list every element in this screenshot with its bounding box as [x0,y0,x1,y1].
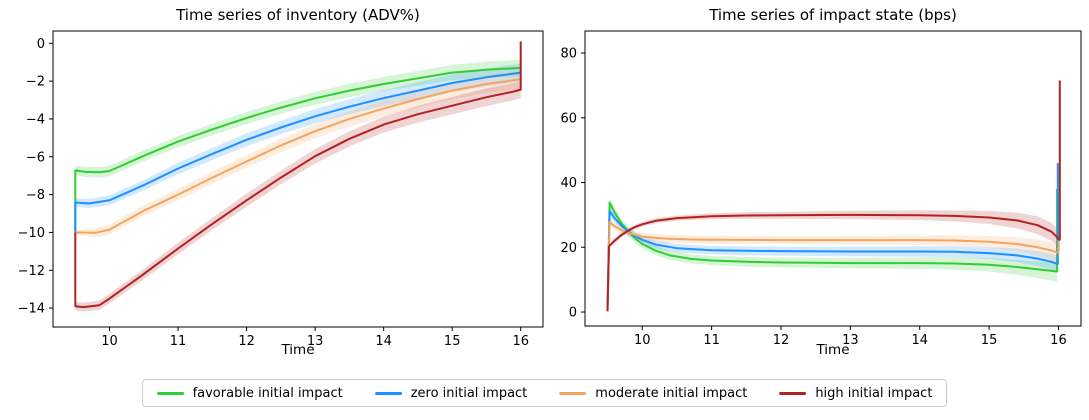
x-tick-label: 16 [512,334,529,349]
left-chart-title: Time series of inventory (ADV%) [176,6,420,24]
y-tick-label: −4 [26,112,45,127]
legend-label-high: high initial impact [815,385,933,401]
x-tick-label: 16 [1050,333,1067,348]
y-tick-label: −6 [26,150,45,165]
moderate-line [606,221,1060,312]
x-tick-label: 13 [842,333,859,348]
x-tick-label: 15 [444,334,461,349]
y-tick-label: 0 [37,37,45,52]
x-tick-label: 12 [238,334,255,349]
left-chart-xlabel: Time [281,342,315,358]
legend-line-swatch-favorable [156,391,184,395]
legend-line-swatch-moderate [559,391,587,395]
y-tick-label: 0 [569,306,577,321]
y-tick-label: −10 [18,226,45,241]
x-tick-label: 13 [307,334,324,349]
x-tick-label: 15 [981,333,998,348]
y-tick-label: −14 [18,302,45,317]
x-tick-label: 11 [703,333,720,348]
x-tick-label: 12 [773,333,790,348]
legend-entry-favorable: favorable initial impact [156,385,343,401]
legend-line-swatch-high [779,391,807,395]
x-tick-label: 10 [634,333,651,348]
favorable-line [74,66,521,233]
y-tick-label: 20 [560,241,577,256]
plot-area-1 [606,43,1061,313]
axes-spines-0 [52,30,544,328]
plot-area-0 [74,39,522,312]
y-tick-label: −12 [18,264,45,279]
legend-entry-zero: zero initial impact [374,385,528,401]
y-tick-label: −8 [26,188,45,203]
moderate-band [75,69,521,238]
axes-spines-1 [584,30,1082,327]
y-tick-label: 60 [560,111,577,126]
y-tick-label: 80 [560,47,577,62]
legend-label-moderate: moderate initial impact [595,385,748,401]
moderate-line [75,78,521,234]
legend-entry-high: high initial impact [779,386,932,401]
legend-label-zero: zero initial impact [410,385,528,401]
legend-line-swatch-zero [374,391,402,395]
y-tick-label: 40 [560,176,577,191]
x-tick-label: 10 [101,334,118,349]
legend-entry-moderate: moderate initial impact [559,386,747,401]
x-tick-label: 14 [375,334,392,349]
right-chart-xlabel: Time [816,342,850,358]
x-tick-label: 11 [170,334,187,349]
high-line [606,80,1061,312]
zero-line [74,71,521,233]
x-tick-label: 14 [911,333,928,348]
high-line [74,41,522,309]
zero-band [607,155,1058,312]
zero-band [75,63,521,234]
moderate-band [607,218,1059,312]
y-tick-label: −2 [26,75,45,90]
legend: favorable initial impact zero initial imp… [141,379,948,407]
zero-line [606,163,1059,312]
right-chart-title: Time series of impact state (bps) [709,6,957,24]
legend-label-favorable: favorable initial impact [192,385,343,401]
